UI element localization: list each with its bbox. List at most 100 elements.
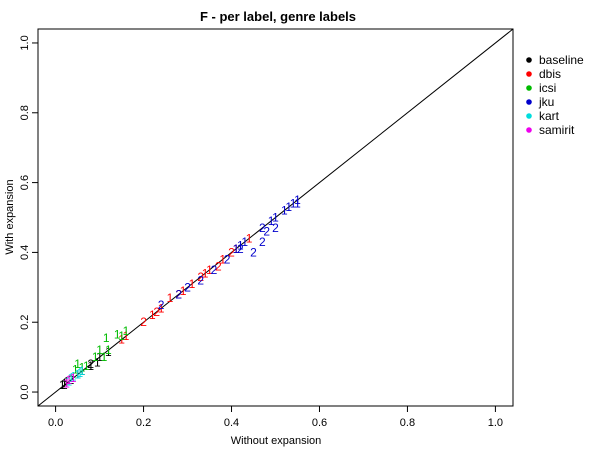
point-jku-16: 1: [272, 211, 279, 225]
point-dbis-15: 2: [197, 270, 204, 284]
point-icsi-4: 1: [92, 350, 99, 364]
point-jku-0: 2: [158, 298, 165, 312]
point-baseline-4: 1: [79, 364, 86, 378]
x-axis: 0.0 0.2 0.4 0.6 0.8 1.0: [48, 405, 503, 429]
point-baseline-2: 1: [63, 375, 70, 389]
point-dbis-10: 1: [233, 242, 240, 256]
x-tick-label: 0.2: [136, 417, 151, 429]
point-dbis-16: 2: [215, 259, 222, 273]
point-jku-6: 2: [237, 242, 244, 256]
point-jku-5: 2: [224, 252, 231, 266]
x-tick-label: 0.6: [312, 417, 327, 429]
legend-marker-samirit: [526, 127, 532, 133]
legend-label-baseline: baseline: [539, 53, 584, 67]
point-baseline-3: 1: [74, 368, 81, 382]
point-icsi-0: 1: [72, 362, 79, 376]
point-jku-21: 1: [294, 197, 301, 211]
point-baseline-1: 1: [61, 376, 68, 390]
point-jku-17: 1: [281, 204, 288, 218]
point-jku-9: 2: [263, 224, 270, 238]
point-jku-19: 1: [290, 197, 297, 211]
point-dbis-12: 2: [140, 315, 147, 329]
point-jku-2: 2: [184, 280, 191, 294]
y-tick-label: 0.8: [19, 105, 31, 120]
legend-label-kart: kart: [539, 109, 560, 123]
point-kart-0: 1: [65, 375, 72, 389]
point-dbis-13: 2: [153, 305, 160, 319]
x-axis-label: Without expansion: [231, 435, 322, 447]
y-tick-label: 0.4: [19, 245, 31, 260]
legend-marker-baseline: [526, 57, 532, 63]
point-icsi-3: 1: [83, 359, 90, 373]
point-jku-15: 1: [268, 214, 275, 228]
chart-title: F - per label, genre labels: [200, 9, 356, 24]
point-jku-3: 2: [197, 273, 204, 287]
point-baseline-5: 1: [87, 359, 94, 373]
point-icsi-2: 1: [79, 361, 86, 375]
point-icsi-1: 1: [74, 357, 81, 371]
point-jku-14: 1: [241, 235, 248, 249]
point-kart-5: 1: [79, 364, 86, 378]
point-baseline-11: 2: [87, 357, 94, 371]
point-dbis-4: 1: [167, 291, 174, 305]
point-baseline-10: 2: [68, 373, 75, 387]
point-dbis-1: 1: [123, 329, 130, 343]
point-jku-12: 1: [233, 242, 240, 256]
legend-marker-dbis: [526, 71, 532, 77]
y-tick-label: 0.2: [19, 315, 31, 330]
y-tick-label: 0.0: [19, 384, 31, 399]
point-icsi-6: 1: [103, 331, 110, 345]
point-jku-1: 2: [175, 287, 182, 301]
point-icsi-8: 1: [114, 327, 121, 341]
legend-label-samirit: samirit: [539, 123, 575, 137]
point-dbis-2: 1: [149, 308, 156, 322]
x-tick-label: 0.0: [48, 417, 63, 429]
point-baseline-9: 2: [61, 378, 68, 392]
legend-label-dbis: dbis: [539, 67, 561, 81]
point-baseline-0: 1: [59, 378, 66, 392]
point-jku-13: 1: [237, 238, 244, 252]
point-kart-4: 1: [76, 366, 83, 380]
y-tick-label: 1.0: [19, 35, 31, 50]
point-icsi-11: 1: [96, 343, 103, 357]
y-tick-label: 0.6: [19, 175, 31, 190]
point-baseline-8: 1: [105, 345, 112, 359]
legend-marker-kart: [526, 113, 532, 119]
point-dbis-11: 1: [246, 231, 253, 245]
reference-line: [37, 28, 514, 407]
x-tick-label: 0.4: [224, 417, 239, 429]
point-icsi-9: 1: [118, 329, 125, 343]
point-dbis-9: 1: [219, 252, 226, 266]
point-icsi-7: 1: [105, 343, 112, 357]
point-jku-4: 2: [211, 263, 218, 277]
point-jku-7: 2: [250, 245, 257, 259]
x-tick-label: 1.0: [488, 417, 503, 429]
point-baseline-7: 1: [96, 350, 103, 364]
point-kart-3: 1: [74, 368, 81, 382]
legend-label-jku: jku: [538, 95, 554, 109]
point-samirit-1: 1: [65, 373, 72, 387]
point-dbis-14: 2: [175, 287, 182, 301]
point-icsi-5: 1: [101, 350, 108, 364]
point-jku-10: 2: [272, 221, 279, 235]
point-icsi-10: 1: [123, 324, 130, 338]
point-kart-1: 1: [68, 371, 75, 385]
y-axis: 0.0 0.2 0.4 0.6 0.8 1.0: [19, 35, 39, 400]
point-jku-20: 1: [294, 193, 301, 207]
point-dbis-6: 1: [189, 277, 196, 291]
legend-marker-icsi: [526, 85, 532, 91]
point-jku-18: 1: [285, 200, 292, 214]
point-jku-8: 2: [259, 235, 266, 249]
legend-label-icsi: icsi: [539, 81, 556, 95]
point-dbis-3: 1: [158, 301, 165, 315]
legend-marker-jku: [526, 99, 532, 105]
point-baseline-6: 1: [94, 355, 101, 369]
point-samirit-0: 1: [63, 376, 70, 390]
point-dbis-5: 1: [180, 284, 187, 298]
point-dbis-8: 1: [206, 263, 213, 277]
point-kart-2: 1: [70, 369, 77, 383]
point-dbis-17: 2: [228, 245, 235, 259]
